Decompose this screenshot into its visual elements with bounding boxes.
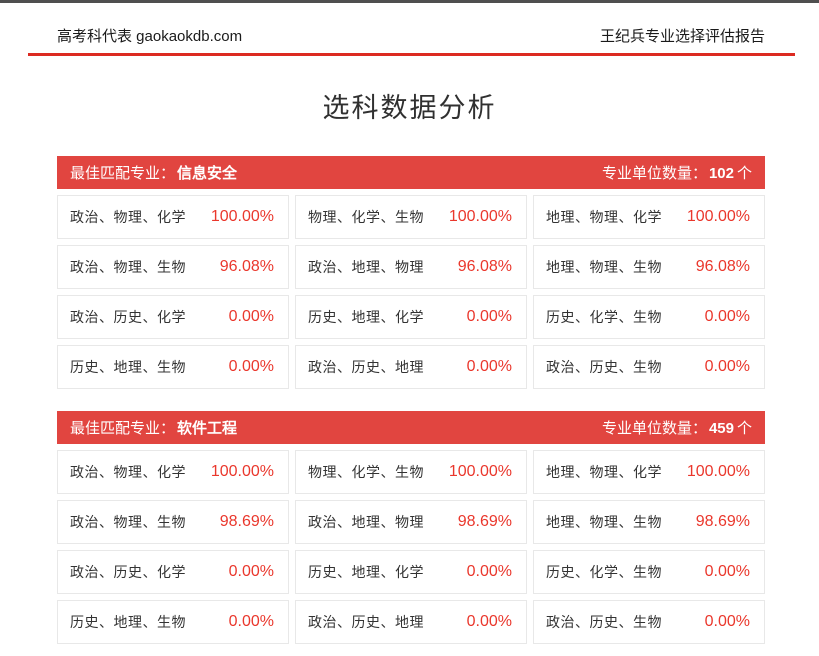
page-title: 选科数据分析	[322, 93, 497, 123]
header-brand: 高考科代表 gaokaokdb.com	[57, 28, 243, 45]
combo-label: 政治、历史、化学	[70, 566, 186, 581]
combo-percent: 100.00%	[686, 208, 750, 225]
unit-count-value: 102	[708, 165, 734, 182]
header-rule	[28, 53, 795, 56]
combo-cell: 地理、物理、化学 100.00%	[533, 450, 765, 494]
combo-cell: 历史、地理、化学 0.00%	[295, 295, 527, 339]
combo-label: 历史、地理、化学	[308, 311, 424, 326]
combo-percent: 0.00%	[466, 563, 512, 580]
combo-label: 政治、历史、生物	[546, 361, 662, 376]
combo-grid: 政治、物理、化学 100.00% 物理、化学、生物 100.00% 地理、物理、化学…	[57, 195, 765, 389]
major-table-info-security: 最佳匹配专业： 信息安全 专业单位数量： 102 个 政治、物理、化学 100.00% …	[57, 156, 765, 389]
combo-grid: 政治、物理、化学 100.00% 物理、化学、生物 100.00% 地理、物理、化学…	[57, 450, 765, 644]
combo-cell: 政治、历史、化学 0.00%	[57, 550, 289, 594]
combo-percent: 100.00%	[448, 208, 512, 225]
combo-cell: 地理、物理、生物 98.69%	[533, 500, 765, 544]
combo-percent: 0.00%	[704, 563, 750, 580]
combo-cell: 政治、历史、地理 0.00%	[295, 345, 527, 389]
combo-percent: 96.08%	[219, 258, 274, 275]
combo-percent: 0.00%	[228, 308, 274, 325]
combo-cell: 地理、物理、化学 100.00%	[533, 195, 765, 239]
combo-label: 政治、物理、化学	[70, 466, 186, 481]
combo-percent: 100.00%	[210, 208, 274, 225]
combo-cell: 政治、历史、地理 0.00%	[295, 600, 527, 644]
major-table-software-engineering: 最佳匹配专业： 软件工程 专业单位数量： 459 个 政治、物理、化学 100.00% …	[57, 411, 765, 644]
combo-cell: 地理、物理、生物 96.08%	[533, 245, 765, 289]
combo-cell: 政治、地理、物理 96.08%	[295, 245, 527, 289]
combo-percent: 96.08%	[457, 258, 512, 275]
combo-label: 政治、历史、化学	[70, 311, 186, 326]
combo-percent: 0.00%	[704, 613, 750, 630]
best-match-value: 信息安全	[177, 165, 238, 182]
combo-cell: 政治、地理、物理 98.69%	[295, 500, 527, 544]
combo-label: 物理、化学、生物	[308, 466, 424, 481]
combo-cell: 政治、历史、化学 0.00%	[57, 295, 289, 339]
best-match-label: 最佳匹配专业：	[70, 420, 176, 437]
table-header-bar: 最佳匹配专业： 软件工程 专业单位数量： 459 个	[57, 411, 765, 444]
unit-count-group: 专业单位数量： 102 个	[602, 162, 752, 183]
unit-count-group: 专业单位数量： 459 个	[602, 417, 752, 438]
best-match-group: 最佳匹配专业： 信息安全	[70, 162, 237, 183]
combo-label: 物理、化学、生物	[308, 211, 424, 226]
combo-percent: 0.00%	[704, 358, 750, 375]
combo-label: 历史、地理、生物	[70, 361, 186, 376]
combo-cell: 历史、地理、生物 0.00%	[57, 600, 289, 644]
unit-count-label: 专业单位数量：	[601, 420, 707, 437]
combo-percent: 0.00%	[228, 613, 274, 630]
combo-percent: 0.00%	[466, 308, 512, 325]
combo-label: 历史、地理、化学	[308, 566, 424, 581]
combo-percent: 98.69%	[457, 513, 512, 530]
combo-label: 历史、化学、生物	[546, 311, 662, 326]
combo-label: 政治、地理、物理	[308, 516, 424, 531]
unit-count-suffix: 个	[736, 420, 752, 437]
combo-percent: 100.00%	[448, 463, 512, 480]
combo-percent: 0.00%	[704, 308, 750, 325]
combo-label: 地理、物理、生物	[546, 261, 662, 276]
unit-count-label: 专业单位数量：	[601, 165, 707, 182]
combo-cell: 物理、化学、生物 100.00%	[295, 195, 527, 239]
combo-label: 政治、物理、生物	[70, 516, 186, 531]
combo-cell: 历史、地理、生物 0.00%	[57, 345, 289, 389]
document-header: 高考科代表 gaokaokdb.com 王纪兵专业选择评估报告	[0, 3, 819, 46]
combo-cell: 政治、物理、生物 98.69%	[57, 500, 289, 544]
combo-cell: 历史、化学、生物 0.00%	[533, 295, 765, 339]
combo-percent: 96.08%	[695, 258, 750, 275]
combo-cell: 历史、化学、生物 0.00%	[533, 550, 765, 594]
header-report-title: 王纪兵专业选择评估报告	[599, 28, 765, 45]
combo-label: 政治、物理、生物	[70, 261, 186, 276]
combo-label: 政治、历史、生物	[546, 616, 662, 631]
best-match-value: 软件工程	[177, 420, 238, 437]
combo-percent: 0.00%	[228, 358, 274, 375]
combo-label: 历史、地理、生物	[70, 616, 186, 631]
best-match-label: 最佳匹配专业：	[70, 165, 176, 182]
combo-label: 地理、物理、化学	[546, 211, 662, 226]
combo-label: 地理、物理、生物	[546, 516, 662, 531]
combo-label: 历史、化学、生物	[546, 566, 662, 581]
combo-cell: 物理、化学、生物 100.00%	[295, 450, 527, 494]
table-header-bar: 最佳匹配专业： 信息安全 专业单位数量： 102 个	[57, 156, 765, 189]
combo-cell: 政治、历史、生物 0.00%	[533, 600, 765, 644]
combo-label: 地理、物理、化学	[546, 466, 662, 481]
combo-label: 政治、历史、地理	[308, 361, 424, 376]
combo-cell: 政治、历史、生物 0.00%	[533, 345, 765, 389]
unit-count-value: 459	[708, 420, 734, 437]
combo-percent: 98.69%	[219, 513, 274, 530]
combo-percent: 98.69%	[695, 513, 750, 530]
combo-cell: 历史、地理、化学 0.00%	[295, 550, 527, 594]
combo-label: 政治、物理、化学	[70, 211, 186, 226]
combo-percent: 100.00%	[210, 463, 274, 480]
best-match-group: 最佳匹配专业： 软件工程	[70, 417, 237, 438]
combo-percent: 0.00%	[228, 563, 274, 580]
combo-cell: 政治、物理、化学 100.00%	[57, 450, 289, 494]
combo-percent: 0.00%	[466, 613, 512, 630]
combo-label: 政治、历史、地理	[308, 616, 424, 631]
combo-cell: 政治、物理、化学 100.00%	[57, 195, 289, 239]
combo-percent: 0.00%	[466, 358, 512, 375]
top-bar	[0, 0, 819, 3]
combo-cell: 政治、物理、生物 96.08%	[57, 245, 289, 289]
combo-label: 政治、地理、物理	[308, 261, 424, 276]
combo-percent: 100.00%	[686, 463, 750, 480]
unit-count-suffix: 个	[736, 165, 752, 182]
